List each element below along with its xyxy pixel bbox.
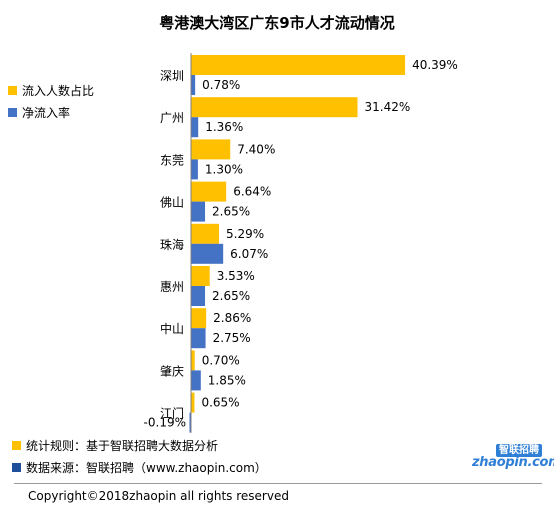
bar-net-inflow xyxy=(191,75,196,95)
data-label: 2.86% xyxy=(213,311,251,325)
blue-square-icon xyxy=(12,463,21,472)
bar-inflow xyxy=(191,223,220,244)
category-label: 深圳 xyxy=(160,69,184,83)
data-label: 0.70% xyxy=(202,353,240,367)
bar-net-inflow xyxy=(191,328,206,349)
bar-inflow xyxy=(191,55,406,75)
note-rule-text: 统计规则：基于智联招聘大数据分析 xyxy=(26,439,219,453)
bar-inflow xyxy=(191,308,207,329)
legend-label-net: 净流入率 xyxy=(22,106,71,120)
data-label: 0.65% xyxy=(201,396,239,410)
data-label: 1.30% xyxy=(205,162,243,176)
data-label: 0.78% xyxy=(202,78,240,92)
bar-net-inflow xyxy=(191,370,201,391)
bar-net-inflow xyxy=(191,159,198,180)
note-rule: 统计规则：基于智联招聘大数据分析 xyxy=(12,437,218,454)
data-label: 2.65% xyxy=(212,205,250,219)
data-label: 1.36% xyxy=(205,120,243,134)
bar-chart: 深圳 40.39% 0.78% 广州 31.42% 1.36% 东莞 7.40% 1.30% 佛山… xyxy=(144,53,458,433)
footer-divider xyxy=(14,483,542,484)
copyright-text: Copyright©2018zhaopin all rights reserve… xyxy=(28,489,289,503)
category-label: 广州 xyxy=(160,111,184,125)
data-label: 1.85% xyxy=(208,373,246,387)
yellow-square-icon xyxy=(8,86,17,95)
legend-label-inflow: 流入人数占比 xyxy=(22,84,95,98)
data-label: -0.19% xyxy=(144,416,186,430)
logo-top-text: 智联招聘 xyxy=(496,444,542,457)
data-label: 2.75% xyxy=(213,331,251,345)
bar-inflow xyxy=(191,266,210,286)
category-label: 肇庆 xyxy=(160,363,184,378)
note-source: 数据来源：智联招聘（www.zhaopin.com） xyxy=(12,459,267,476)
bar-net-inflow xyxy=(191,117,199,138)
bar-inflow xyxy=(191,350,195,371)
data-label: 40.39% xyxy=(412,58,458,72)
chart-title: 粤港澳大湾区广东9市人才流动情况 xyxy=(159,14,395,32)
bar-net-inflow xyxy=(191,201,206,222)
blue-square-icon xyxy=(8,108,17,117)
zhaopin-logo: 智联招聘 zhaopin.com xyxy=(472,444,554,470)
data-label: 6.07% xyxy=(230,247,268,261)
category-label: 江门 xyxy=(160,406,184,421)
category-label: 惠州 xyxy=(160,280,184,294)
legend-item-inflow: 流入人数占比 xyxy=(8,82,94,99)
category-label: 中山 xyxy=(160,321,184,336)
category-label: 东莞 xyxy=(160,153,184,167)
data-label: 31.42% xyxy=(365,100,411,114)
data-label: 7.40% xyxy=(237,142,275,156)
data-label: 3.53% xyxy=(217,269,255,283)
logo-main-text: zhaopin.com xyxy=(472,455,554,470)
bar-inflow xyxy=(191,139,231,160)
bar-net-inflow xyxy=(189,412,191,433)
note-source-text: 数据来源：智联招聘（www.zhaopin.com） xyxy=(26,461,267,475)
bar-inflow xyxy=(191,97,358,118)
bar-inflow xyxy=(191,181,227,202)
bar-net-inflow xyxy=(191,243,224,264)
legend-item-net: 净流入率 xyxy=(8,104,70,121)
data-label: 6.64% xyxy=(233,185,271,199)
yellow-square-icon xyxy=(12,441,21,450)
data-label: 5.29% xyxy=(226,227,264,241)
data-label: 2.65% xyxy=(212,289,250,303)
category-label: 珠海 xyxy=(160,237,184,252)
bar-net-inflow xyxy=(191,286,206,306)
bar-inflow xyxy=(191,392,195,413)
category-label: 佛山 xyxy=(160,196,184,210)
